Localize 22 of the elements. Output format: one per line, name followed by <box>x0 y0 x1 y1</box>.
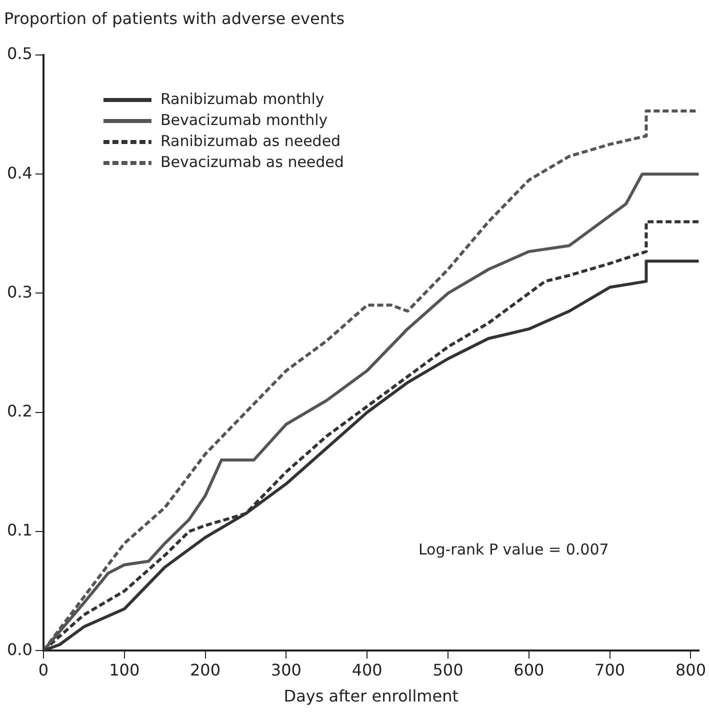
legend-label: Ranibizumab as needed <box>160 132 341 150</box>
x-axis-title: Days after enrollment <box>284 686 458 706</box>
legend-label: Bevacizumab as needed <box>160 152 344 171</box>
x-tick-label: 400 <box>352 660 382 680</box>
x-tick-label: 500 <box>432 660 464 680</box>
annotation: Log-rank P value = 0.007 <box>418 540 609 558</box>
x-tick-label: 200 <box>190 660 221 680</box>
x-tick-label: 0 <box>38 660 49 680</box>
legend-label: Ranibizumab monthly <box>160 90 324 108</box>
y-tick-label: 0.3 <box>6 282 32 302</box>
y-tick-label: 0.4 <box>6 163 32 182</box>
x-tick-label: 700 <box>594 660 626 680</box>
y-tick-label: 0.1 <box>6 520 32 540</box>
x-tick-label: 800 <box>675 660 706 680</box>
y-tick-label: 0.2 <box>6 402 32 421</box>
x-tick-label: 600 <box>514 660 544 680</box>
x-tick-label: 100 <box>109 660 140 680</box>
y-axis-title: Proportion of patients with adverse events <box>4 9 345 28</box>
y-tick-label: 0.5 <box>6 44 32 64</box>
y-tick-label: 0.0 <box>6 640 32 659</box>
x-tick-label: 300 <box>270 660 302 680</box>
legend-label: Bevacizumab monthly <box>160 110 328 129</box>
